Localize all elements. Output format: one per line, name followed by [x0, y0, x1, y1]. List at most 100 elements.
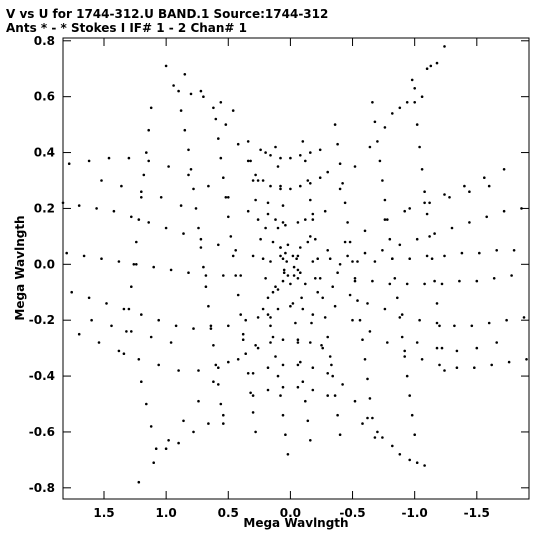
data-point [320, 344, 323, 347]
x-tick-label: -0.5 [339, 506, 365, 520]
data-point [159, 196, 163, 199]
data-point [388, 282, 392, 286]
data-point [271, 335, 275, 339]
data-point [279, 184, 282, 188]
data-point [164, 226, 168, 230]
data-point [443, 369, 446, 372]
data-point [197, 399, 200, 403]
data-point [478, 251, 481, 255]
data-point [149, 106, 153, 110]
data-point [282, 271, 286, 275]
data-point [122, 307, 126, 311]
data-point [142, 173, 146, 177]
data-point [202, 95, 205, 98]
data-point [179, 109, 183, 112]
x-tick-label: 0.5 [218, 506, 239, 520]
data-point [231, 109, 235, 112]
data-point [254, 430, 257, 434]
data-point [408, 257, 412, 261]
x-tick-label: 1.5 [93, 506, 114, 520]
data-point [336, 413, 339, 417]
data-point [209, 327, 213, 330]
data-point [378, 159, 382, 163]
data-point [137, 358, 141, 361]
y-tick-label: 0.8 [34, 34, 55, 48]
data-point [274, 218, 277, 221]
data-point [217, 383, 220, 386]
data-point [368, 397, 372, 400]
y-axis: -0.8 -0.6 -0.4 -0.2 0.0 0.2 0.4 0.6 0.8 [29, 34, 529, 495]
data-point [251, 372, 255, 375]
data-point [292, 274, 296, 277]
data-point [251, 411, 255, 414]
data-point [331, 285, 335, 289]
data-point [217, 366, 220, 370]
data-point [413, 433, 417, 437]
data-point [301, 307, 305, 311]
data-point [386, 341, 389, 344]
data-point [502, 209, 506, 213]
data-point [214, 117, 218, 121]
data-point [381, 436, 384, 439]
data-point [127, 156, 131, 160]
data-point [112, 209, 116, 213]
data-point [383, 307, 387, 311]
y-tick-label: 0.0 [34, 257, 55, 271]
data-point [87, 296, 91, 300]
data-point [219, 101, 223, 104]
data-point [204, 274, 208, 277]
data-point [296, 363, 300, 367]
data-point [512, 249, 516, 252]
data-point [373, 436, 377, 439]
data-point [391, 257, 394, 261]
data-point [348, 293, 352, 297]
data-point [418, 318, 421, 322]
data-point [87, 159, 91, 163]
data-point [505, 318, 508, 322]
data-point [310, 321, 313, 325]
data-point [286, 453, 290, 456]
data-point [463, 184, 466, 188]
data-point [204, 285, 208, 289]
data-point [279, 394, 282, 397]
data-point [304, 282, 307, 286]
data-point [284, 433, 287, 437]
data-point [433, 279, 436, 283]
data-point [393, 277, 397, 280]
data-point [318, 148, 322, 152]
data-point [222, 422, 225, 425]
data-point [333, 304, 337, 308]
data-point [222, 176, 225, 179]
data-point [246, 209, 250, 213]
data-point [199, 246, 203, 249]
data-point [281, 204, 285, 207]
data-point [281, 221, 285, 224]
data-point [343, 240, 347, 244]
data-point [214, 363, 218, 367]
data-point [207, 184, 210, 188]
data-point [455, 366, 459, 370]
data-point [299, 360, 302, 364]
data-point [415, 123, 419, 126]
data-point [420, 168, 424, 171]
data-point [396, 296, 399, 300]
data-point [326, 249, 330, 252]
data-point [261, 307, 265, 311]
data-point [388, 237, 392, 241]
data-point [485, 215, 489, 219]
data-point [420, 358, 424, 361]
data-point [321, 346, 325, 350]
data-point [261, 257, 265, 261]
data-point [177, 441, 180, 445]
data-point [386, 218, 389, 221]
data-point [227, 196, 230, 199]
data-point [65, 251, 68, 255]
data-point [157, 363, 160, 367]
data-point [299, 154, 302, 157]
data-point [351, 318, 354, 322]
data-point [346, 254, 349, 258]
data-point [67, 162, 71, 165]
data-point [330, 363, 333, 367]
data-point [408, 207, 412, 210]
data-point [164, 64, 168, 68]
